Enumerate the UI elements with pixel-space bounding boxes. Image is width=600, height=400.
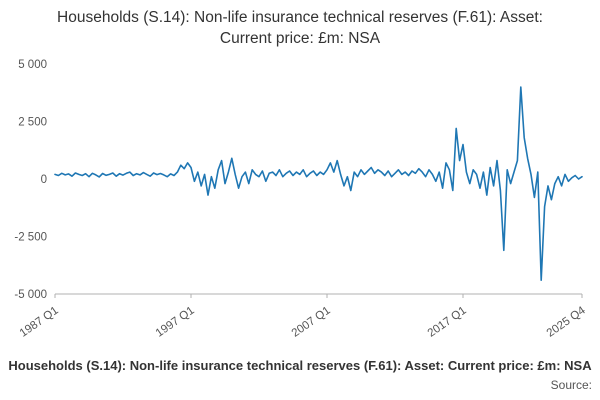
x-axis-tick-label: 2017 Q1 <box>426 304 469 339</box>
y-axis-tick-label: 2 500 <box>18 116 47 128</box>
data-series-line <box>54 86 583 281</box>
x-axis-tick-label: 2025 Q4 <box>545 304 589 339</box>
x-axis-tick-label: 2007 Q1 <box>290 304 333 339</box>
footer-caption: Households (S.14): Non-life insurance te… <box>8 358 592 373</box>
y-axis-tick-label: -5 000 <box>14 289 47 301</box>
y-axis-tick-label: 5 000 <box>18 59 47 71</box>
x-axis-tick-label: 1997 Q1 <box>154 304 197 339</box>
y-axis-tick-label: 0 <box>41 174 47 186</box>
chart-area: 5 000 2 500 0 -2 500 -5 000 1987 Q1 1997 Q1 200… <box>0 50 600 350</box>
source-label: Source: <box>550 378 592 392</box>
y-axis-tick-label: -2 500 <box>14 231 47 243</box>
x-axis-tick-label: 1987 Q1 <box>18 304 61 339</box>
line-chart: 5 000 2 500 0 -2 500 -5 000 1987 Q1 1997 Q1 200… <box>14 59 589 340</box>
footer-caption-wrap: Households (S.14): Non-life insurance te… <box>0 358 600 374</box>
chart-title: Households (S.14): Non-life insurance te… <box>57 9 543 47</box>
